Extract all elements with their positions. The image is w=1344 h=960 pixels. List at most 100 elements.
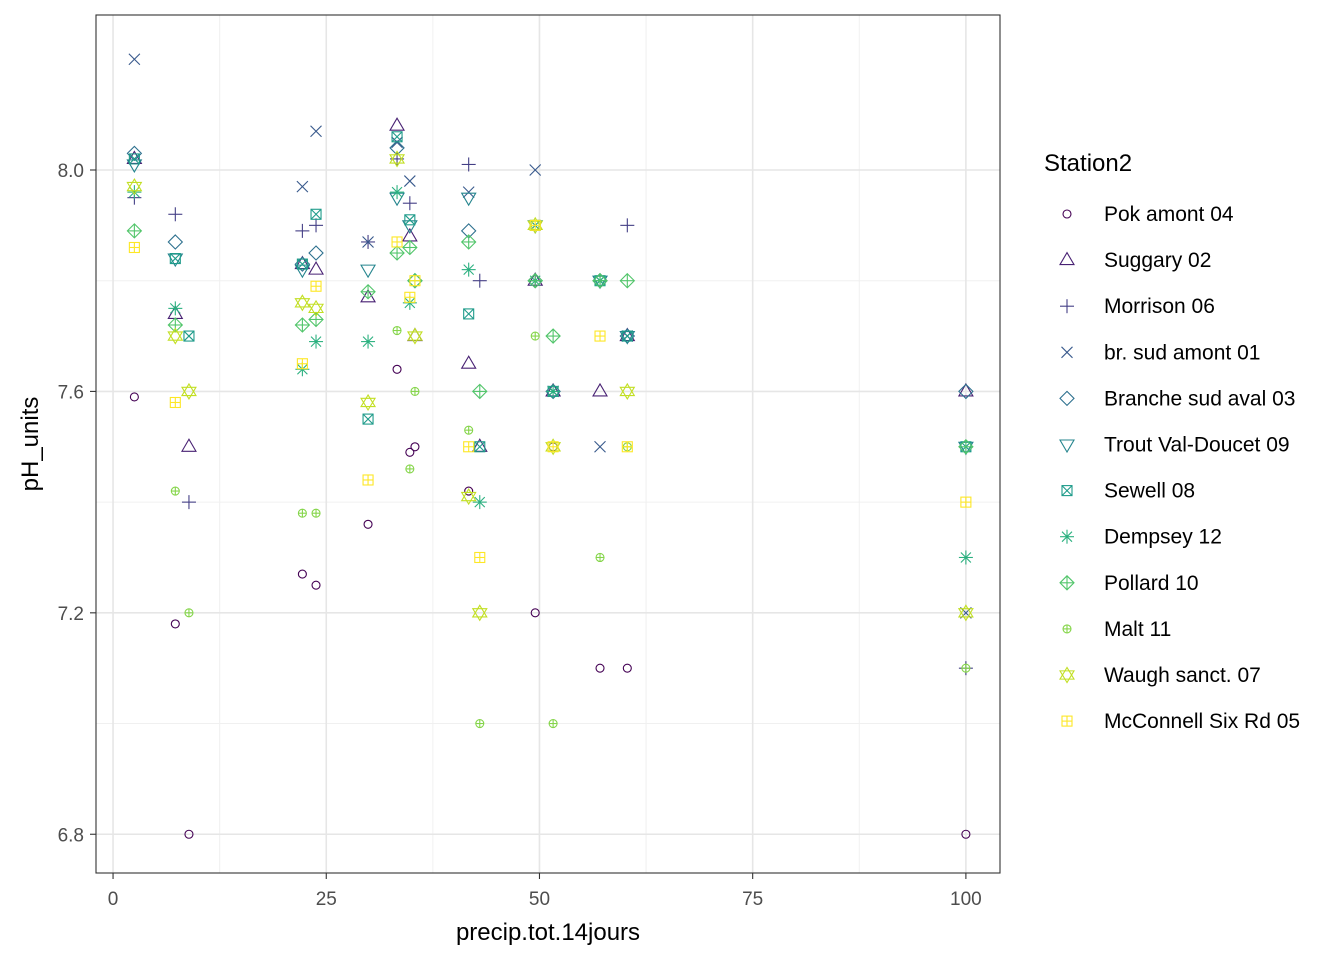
legend-item: Suggary 02 — [1059, 249, 1211, 272]
data-point — [311, 508, 321, 518]
data-point — [595, 552, 605, 563]
data-point — [392, 364, 402, 374]
legend-item: br. sud amont 01 — [1061, 341, 1260, 364]
y-axis-label: pH_units — [17, 397, 44, 492]
plot-border — [95, 14, 1001, 874]
data-point — [404, 291, 416, 303]
legend-label: Dempsey 12 — [1104, 526, 1222, 549]
data-point — [128, 241, 140, 254]
data-point — [294, 294, 311, 312]
data-point — [961, 663, 971, 673]
legend-key — [1060, 529, 1074, 544]
legend-item: Dempsey 12 — [1060, 526, 1222, 549]
data-point — [310, 208, 322, 220]
data-point — [545, 328, 561, 344]
y-tick-label: 7.6 — [58, 382, 84, 403]
legend-title: Station2 — [1044, 150, 1132, 177]
data-point — [464, 425, 474, 435]
legend-key — [1059, 575, 1075, 591]
plot-area — [95, 14, 1001, 874]
data-point — [183, 330, 195, 342]
data-point — [404, 214, 416, 226]
data-point — [296, 258, 308, 270]
data-point — [958, 550, 973, 565]
y-axis: 6.8 7.2 7.6 8.0 — [58, 161, 96, 846]
data-point — [410, 442, 420, 452]
data-point — [362, 474, 374, 486]
data-point — [167, 234, 184, 250]
data-point — [170, 486, 180, 496]
data-point — [546, 384, 561, 399]
data-point — [461, 262, 476, 277]
legend-item: Morrison 06 — [1060, 295, 1215, 318]
x-axis-label: precip.tot.14jours — [456, 919, 640, 946]
data-point — [169, 253, 181, 265]
data-point — [406, 327, 423, 345]
x-tick-label: 50 — [529, 889, 550, 910]
legend-label: Malt 11 — [1104, 618, 1171, 641]
data-point — [126, 178, 143, 196]
legend-key — [1061, 346, 1073, 359]
legend-label: Suggary 02 — [1104, 249, 1211, 272]
data-point — [461, 157, 476, 172]
data-point — [958, 438, 974, 455]
data-point — [463, 308, 475, 320]
data-point — [126, 159, 143, 174]
x-tick-label: 0 — [108, 889, 119, 910]
data-point — [308, 245, 324, 261]
data-point — [169, 396, 181, 409]
minor-gridlines — [96, 15, 1000, 873]
data-point — [184, 829, 194, 839]
legend-key — [1059, 390, 1075, 407]
data-point — [529, 219, 541, 231]
data-point — [389, 245, 405, 261]
data-point — [389, 117, 406, 131]
data-point — [181, 495, 196, 510]
data-point — [960, 496, 972, 508]
data-point — [309, 334, 324, 349]
data-point — [547, 441, 559, 453]
data-point — [620, 218, 635, 233]
data-point — [402, 239, 418, 256]
data-point — [460, 488, 477, 506]
legend-label: Trout Val-Doucet 09 — [1104, 434, 1290, 457]
data-point — [389, 150, 406, 168]
data-point — [362, 413, 374, 425]
legend-label: Pok amont 04 — [1104, 203, 1234, 226]
data-point — [530, 331, 540, 341]
series-waugh-sanct-07 — [126, 150, 974, 622]
y-tick-label: 6.8 — [58, 825, 84, 846]
legend-item: Pollard 10 — [1059, 572, 1199, 595]
data-point — [310, 280, 322, 292]
legend-key — [1059, 439, 1075, 454]
data-point — [474, 441, 486, 453]
data-point — [460, 234, 477, 250]
data-point — [462, 186, 475, 199]
data-point — [405, 464, 415, 474]
data-point — [619, 272, 636, 289]
data-point — [460, 355, 477, 369]
data-point — [181, 438, 197, 452]
data-point — [592, 272, 608, 289]
x-tick-label: 100 — [950, 889, 982, 910]
data-point — [530, 608, 540, 618]
data-point — [362, 236, 374, 248]
legend-label: Morrison 06 — [1104, 295, 1215, 318]
data-point — [168, 207, 183, 222]
data-point — [622, 663, 632, 673]
y-tick-label: 7.2 — [58, 604, 84, 625]
legend-items: Pok amont 04 Suggary 02 Morrison 06 br. sud… — [1059, 203, 1300, 733]
data-point — [471, 383, 488, 400]
x-tick-label: 75 — [742, 889, 763, 910]
data-point — [594, 330, 606, 342]
y-tick-label: 8.0 — [58, 161, 84, 182]
legend: Station2 Pok amont 04 Suggary 02 Morrison … — [1044, 150, 1300, 733]
data-point — [308, 311, 324, 328]
data-point — [309, 218, 324, 233]
data-point — [361, 334, 376, 349]
data-point — [168, 301, 183, 316]
legend-key — [1059, 666, 1075, 684]
data-point — [594, 440, 606, 453]
data-point — [295, 223, 310, 238]
data-point — [294, 317, 311, 333]
